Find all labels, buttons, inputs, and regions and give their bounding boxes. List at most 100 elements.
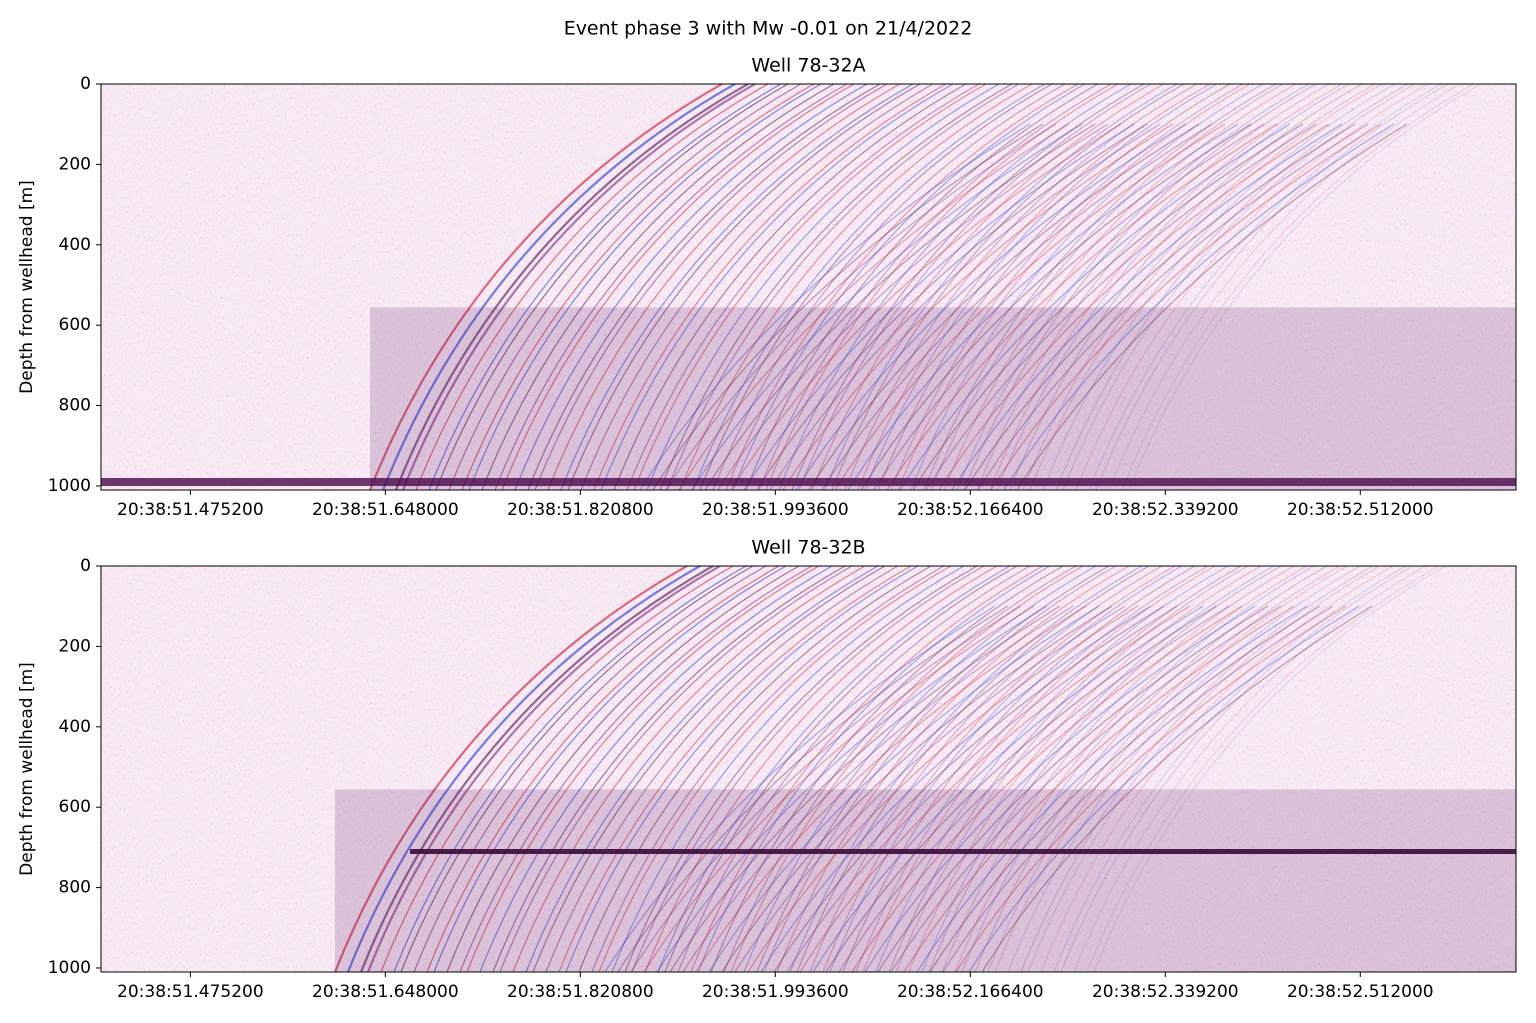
wavefront bbox=[461, 84, 816, 490]
wavefront bbox=[381, 84, 738, 490]
wavefront bbox=[873, 123, 1265, 490]
wavefront bbox=[1003, 123, 1395, 490]
wavefront bbox=[943, 84, 1298, 490]
wavefront bbox=[708, 605, 1100, 972]
wavefront bbox=[656, 605, 1048, 972]
wavefront bbox=[929, 605, 1321, 972]
wavefront bbox=[721, 605, 1113, 972]
wavefront bbox=[545, 566, 900, 972]
wavefront bbox=[401, 84, 758, 490]
wavefront bbox=[695, 605, 1087, 972]
wavefront bbox=[847, 123, 1239, 490]
wavefront bbox=[446, 566, 801, 972]
wavefront bbox=[769, 123, 1161, 490]
wavefront bbox=[613, 84, 968, 490]
y-tick-label: 1000 bbox=[48, 476, 91, 496]
y-tick-label: 600 bbox=[59, 315, 91, 335]
wavefront bbox=[415, 84, 770, 490]
wavefront bbox=[812, 605, 1204, 972]
wavefront bbox=[1007, 566, 1362, 972]
wavefront bbox=[923, 84, 1278, 490]
wavefront bbox=[514, 84, 869, 490]
wavefront bbox=[604, 605, 996, 972]
heatmap bbox=[101, 566, 1516, 972]
wavefront bbox=[699, 84, 1054, 490]
wavefront bbox=[1060, 566, 1415, 972]
wavefront bbox=[864, 605, 1256, 972]
wavefront bbox=[1108, 84, 1463, 490]
wavefront bbox=[1042, 84, 1397, 490]
wavefront bbox=[394, 84, 751, 490]
wavefront bbox=[678, 123, 1070, 490]
wavefront bbox=[730, 566, 1085, 972]
wavefront bbox=[763, 566, 1118, 972]
wavefront bbox=[822, 566, 1177, 972]
wavefront bbox=[928, 566, 1283, 972]
wavefront bbox=[776, 566, 1131, 972]
x-tick-label: 20:38:51.993600 bbox=[702, 982, 849, 1002]
wavefront bbox=[600, 84, 955, 490]
wavefront bbox=[994, 566, 1349, 972]
x-tick-label: 20:38:51.648000 bbox=[312, 500, 459, 520]
wavefront bbox=[855, 566, 1210, 972]
wavefront bbox=[646, 84, 1001, 490]
wavefront bbox=[773, 605, 1165, 972]
wavefront bbox=[864, 84, 1219, 490]
y-axis-label: Depth from wellhead [m] bbox=[17, 180, 37, 394]
wavefront bbox=[778, 84, 1133, 490]
wavefront bbox=[756, 566, 1111, 972]
wavefront bbox=[964, 123, 1356, 490]
wavefront bbox=[691, 123, 1083, 490]
wavefront bbox=[593, 84, 948, 490]
wavefront bbox=[1088, 84, 1443, 490]
wavefront bbox=[1055, 84, 1410, 490]
wavefront bbox=[860, 123, 1252, 490]
wavefront bbox=[481, 84, 836, 490]
wavefront bbox=[534, 84, 889, 490]
wavefront bbox=[795, 123, 1187, 490]
wavefront bbox=[877, 605, 1269, 972]
wavefront bbox=[910, 84, 1265, 490]
wavefront bbox=[745, 84, 1100, 490]
wavefront bbox=[903, 605, 1295, 972]
wavefront bbox=[501, 84, 856, 490]
y-tick-label: 200 bbox=[59, 154, 91, 174]
wavefront bbox=[697, 566, 1052, 972]
wavefront bbox=[976, 84, 1331, 490]
wavefront bbox=[977, 123, 1369, 490]
heatmap-shade bbox=[335, 789, 1516, 972]
wavefront bbox=[567, 84, 922, 490]
wavefront bbox=[811, 84, 1166, 490]
wavefront bbox=[1062, 84, 1417, 490]
wavefront bbox=[611, 566, 966, 972]
wavefront bbox=[916, 605, 1308, 972]
x-tick-label: 20:38:51.820800 bbox=[507, 982, 654, 1002]
wavefront bbox=[624, 566, 979, 972]
wavefront bbox=[996, 84, 1351, 490]
wavefront bbox=[468, 84, 823, 490]
wavefront bbox=[1075, 84, 1430, 490]
wavefront bbox=[808, 123, 1200, 490]
wavefront bbox=[1040, 566, 1395, 972]
heatmap-noise bbox=[101, 84, 1516, 490]
wavefront bbox=[466, 566, 821, 972]
wavefront bbox=[844, 84, 1199, 490]
wavefront bbox=[512, 566, 867, 972]
x-tick-label: 20:38:52.512000 bbox=[1287, 982, 1434, 1002]
x-tick-label: 20:38:52.166400 bbox=[897, 982, 1044, 1002]
wavefront bbox=[941, 566, 1296, 972]
wavefront bbox=[838, 605, 1230, 972]
wavefront bbox=[525, 566, 880, 972]
wavefront bbox=[886, 123, 1278, 490]
plot-frame bbox=[100, 565, 1517, 973]
wavefront bbox=[723, 566, 1078, 972]
x-tick-label: 20:38:52.339200 bbox=[1092, 982, 1239, 1002]
wavefront bbox=[659, 84, 1014, 490]
wavefront bbox=[704, 123, 1096, 490]
wavefront bbox=[938, 123, 1330, 490]
wavefront bbox=[862, 566, 1217, 972]
y-tick-label: 0 bbox=[80, 556, 91, 576]
wavefront bbox=[1016, 123, 1408, 490]
noisy-band bbox=[101, 478, 1516, 486]
wavefront bbox=[617, 605, 1009, 972]
